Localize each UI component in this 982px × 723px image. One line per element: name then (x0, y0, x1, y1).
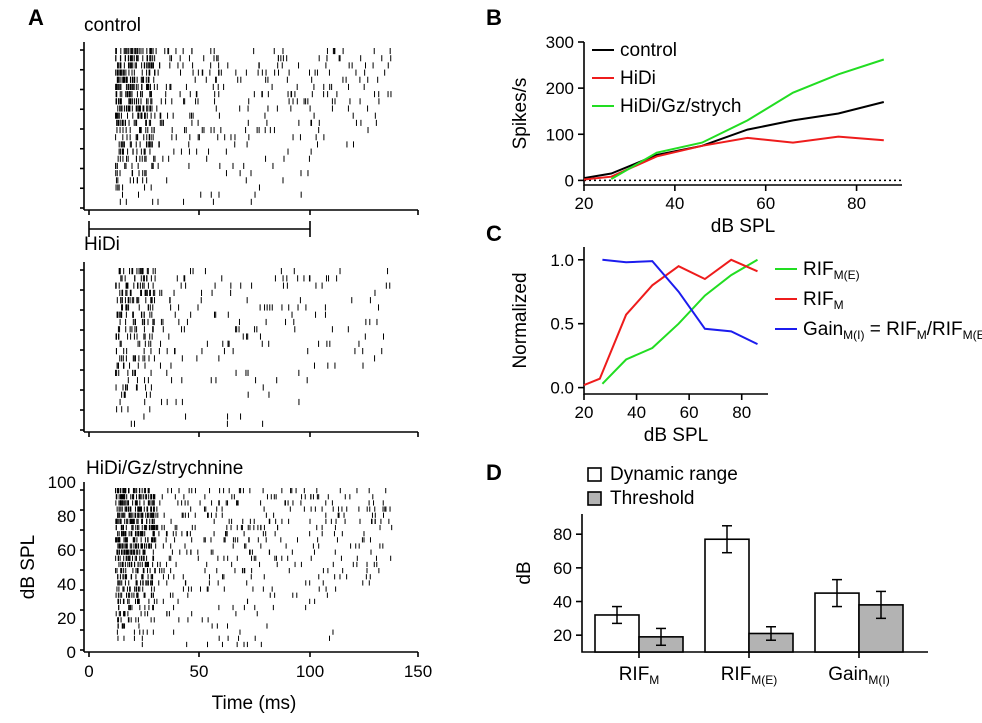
series-line-2 (602, 258, 758, 346)
raster-ytick-label: 80 (57, 507, 76, 526)
raster-ytick-label: 0 (67, 643, 76, 662)
raster-ytick-label: 100 (48, 473, 76, 492)
legend-label: RIFM (803, 289, 844, 312)
chart-spike-rate: 20 40 60 80 0 100 200 300 dB SPL Spikes/s control H… (510, 33, 902, 237)
text-part: RIF (619, 664, 650, 685)
y-tick-label: 300 (546, 33, 574, 52)
panel-letter-c: C (486, 221, 502, 246)
category-label: RIFM (619, 664, 660, 687)
subscript: M(E) (751, 673, 777, 687)
y-axis-label: dB (514, 561, 535, 584)
series-line-0 (583, 101, 885, 180)
raster-strych-spikes (115, 488, 393, 648)
y-axis-label: Normalized (510, 272, 531, 368)
y-tick-label: 40 (553, 593, 572, 612)
panel-letter-d: D (486, 460, 502, 485)
subscript: M (917, 328, 927, 342)
raster-ytick-label: 20 (57, 609, 76, 628)
raster-label-hidi: HiDi (84, 234, 120, 255)
y-tick-label: 0.5 (550, 315, 574, 334)
x-tick-label: 80 (847, 194, 866, 213)
x-axis-label: dB SPL (711, 216, 775, 237)
raster-xtick-label: 0 (84, 662, 93, 681)
raster-hidi: HiDi (80, 234, 419, 437)
bar-0 (704, 538, 750, 653)
panel-letter-a: A (28, 5, 44, 30)
subscript: M(I) (868, 673, 889, 687)
y-tick-label: 20 (553, 626, 572, 645)
category-label: RIFM(E) (721, 664, 778, 687)
x-axis-label: dB SPL (644, 425, 708, 446)
y-tick-label: 80 (553, 525, 572, 544)
legend-swatch (587, 491, 602, 506)
raster-hidi-spikes (115, 268, 391, 427)
y-tick-label: 200 (546, 79, 574, 98)
raster-xtick-label: 100 (296, 662, 324, 681)
legend-swatch (587, 467, 602, 482)
x-tick-label: 80 (732, 403, 751, 422)
legend-label: GainM(I) = RIFM/RIFM(E) (803, 319, 982, 342)
raster-strych: HiDi/Gz/strychnine dB SPL Time (ms) 100 … (18, 458, 432, 714)
legend-label: HiDi/Gz/strych (620, 96, 741, 117)
y-axis-label: Spikes/s (510, 78, 531, 150)
raster-control-spikes (115, 48, 392, 205)
legend-label: HiDi (620, 68, 656, 89)
subscript: M(I) (843, 328, 864, 342)
series-line-2 (610, 58, 885, 180)
raster-ytick-label: 40 (57, 575, 76, 594)
y-tick-label: 100 (546, 125, 574, 144)
x-tick-label: 40 (627, 403, 646, 422)
raster-strych-ticks (80, 489, 419, 657)
text-part: RIF (803, 259, 834, 280)
x-tick-label: 20 (575, 194, 594, 213)
x-tick-label: 60 (756, 194, 775, 213)
y-tick-label: 60 (553, 559, 572, 578)
legend-label: Threshold (610, 488, 695, 509)
raster-label-strych: HiDi/Gz/strychnine (86, 458, 243, 479)
y-tick-label: 0.0 (550, 379, 574, 398)
series-line-1 (583, 135, 884, 181)
series-line-0 (601, 258, 759, 385)
legend-label: control (620, 40, 677, 61)
x-tick-label: 40 (665, 194, 684, 213)
text-part: RIF (803, 289, 834, 310)
subscript: M(E) (834, 268, 860, 282)
subscript: M(E) (963, 328, 982, 342)
raster-xtick-label: 150 (404, 662, 432, 681)
raster-control: control (80, 15, 419, 237)
raster-hidi-ticks (80, 269, 419, 437)
text-part: RIF (721, 664, 752, 685)
axis-frame (581, 514, 928, 653)
subscript: M (834, 298, 844, 312)
text-part: /RIF (927, 319, 963, 340)
raster-y-label: dB SPL (18, 535, 39, 599)
x-tick-label: 20 (575, 403, 594, 422)
raster-label-control: control (84, 15, 141, 36)
legend-label: RIFM(E) (803, 259, 860, 282)
y-tick-label: 0 (565, 171, 574, 190)
series-line-1 (583, 258, 758, 387)
raster-control-ticks (80, 49, 419, 215)
x-tick-label: 60 (680, 403, 699, 422)
raster-x-label: Time (ms) (212, 693, 297, 714)
category-label: GainM(I) (828, 664, 889, 687)
text-part: Gain (803, 319, 843, 340)
raster-ytick-label: 60 (57, 541, 76, 560)
text-part: Gain (828, 664, 868, 685)
y-tick-label: 1.0 (550, 251, 574, 270)
raster-xtick-label: 50 (190, 662, 209, 681)
legend-label: Dynamic range (610, 464, 738, 485)
panel-letter-b: B (486, 5, 502, 30)
chart-normalized: 20 40 60 800.00.51.0dB SPLNormalizedRIFM(E)… (510, 247, 982, 446)
subscript: M (649, 673, 659, 687)
text-part: = RIF (864, 319, 916, 340)
